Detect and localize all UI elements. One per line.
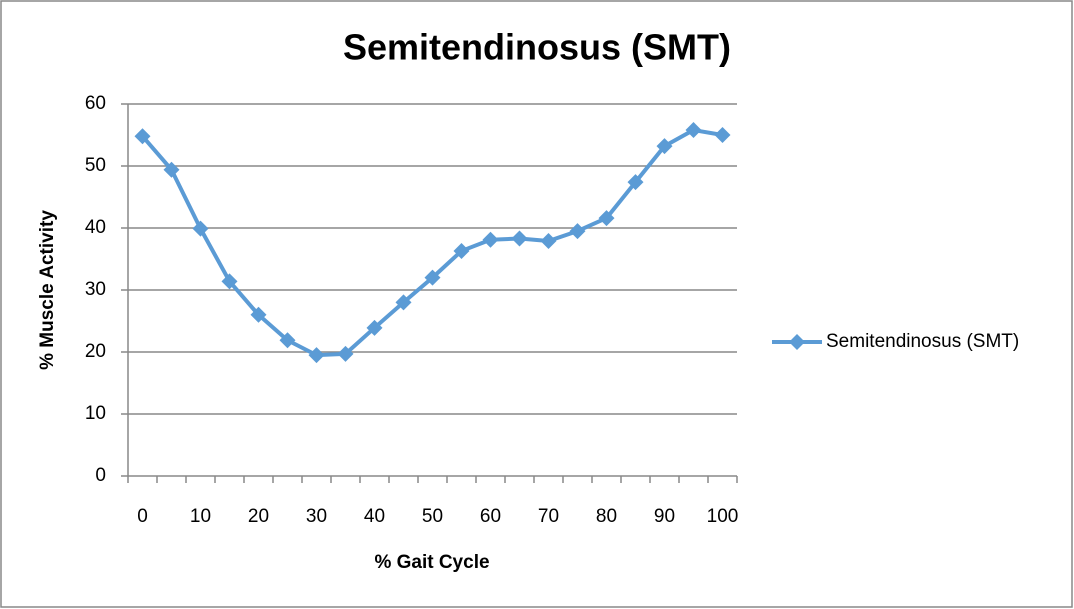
chart-title: Semitendinosus (SMT) — [343, 27, 731, 68]
data-point — [714, 127, 731, 143]
y-tick-label: 60 — [85, 93, 106, 114]
data-point — [221, 273, 238, 290]
x-tick-label: 20 — [248, 506, 269, 527]
x-tick-label: 50 — [422, 506, 443, 527]
data-point — [424, 269, 441, 286]
data-point — [308, 347, 325, 364]
x-tick-label: 10 — [190, 506, 211, 527]
x-tick-label: 80 — [596, 506, 617, 527]
legend-label: Semitendinosus (SMT) — [826, 331, 1019, 352]
x-tick-label: 0 — [137, 506, 148, 527]
data-point — [337, 345, 354, 362]
data-point — [685, 122, 702, 139]
data-point — [453, 242, 470, 259]
x-tick-label: 40 — [364, 506, 385, 527]
y-tick-label: 0 — [95, 465, 106, 486]
data-point — [598, 210, 615, 227]
data-point — [482, 231, 499, 248]
y-tick-label: 40 — [85, 217, 106, 238]
x-axis-title: % Gait Cycle — [374, 552, 489, 573]
data-point — [192, 220, 209, 237]
data-point — [511, 230, 528, 247]
data-point — [366, 319, 383, 336]
y-tick-label: 50 — [85, 155, 106, 176]
data-point — [395, 294, 412, 311]
y-tick-label: 20 — [85, 341, 106, 362]
y-axis-title: % Muscle Activity — [37, 210, 58, 370]
x-tick-label: 100 — [707, 506, 739, 527]
x-tick-label: 30 — [306, 506, 327, 527]
legend-marker — [789, 334, 805, 350]
data-point — [279, 332, 296, 349]
x-tick-label: 70 — [538, 506, 559, 527]
data-point — [656, 138, 673, 155]
data-point — [569, 223, 586, 240]
data-point — [134, 128, 151, 145]
data-point — [250, 306, 267, 323]
data-point — [540, 233, 557, 250]
y-tick-label: 30 — [85, 279, 106, 300]
y-tick-label: 10 — [85, 403, 106, 424]
x-tick-label: 90 — [654, 506, 675, 527]
data-point — [627, 174, 644, 191]
data-point — [163, 161, 180, 178]
x-tick-label: 60 — [480, 506, 501, 527]
